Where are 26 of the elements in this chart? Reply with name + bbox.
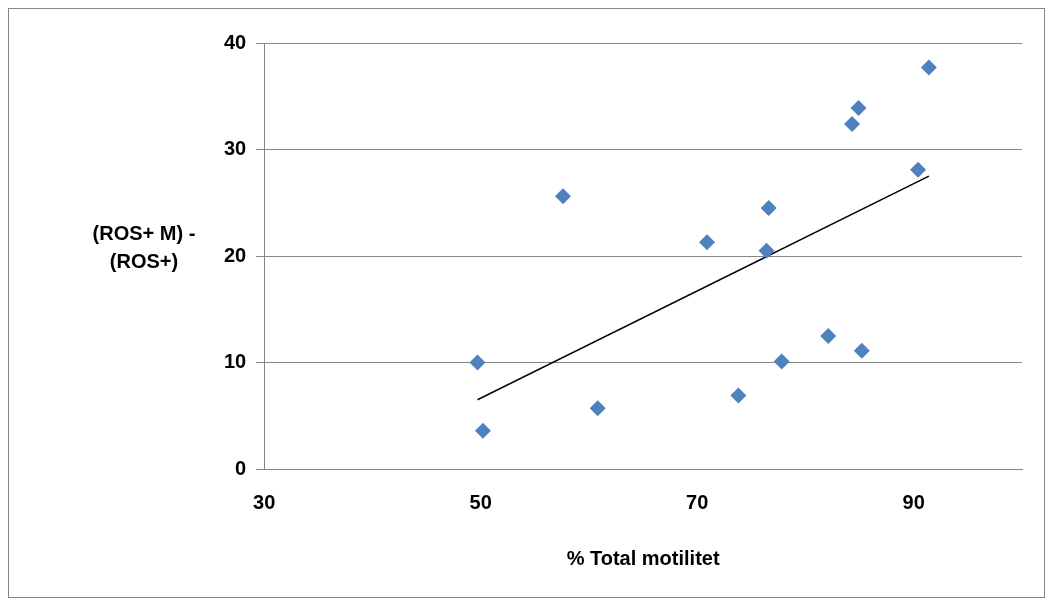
x-tick-label: 90 xyxy=(902,490,925,513)
point xyxy=(589,400,606,417)
point xyxy=(853,342,870,359)
y-tick-label: 0 xyxy=(235,456,247,479)
x-axis-title: % Total motilitet xyxy=(566,546,720,569)
point xyxy=(850,99,867,116)
y-tick-label: 40 xyxy=(224,30,247,53)
point xyxy=(758,242,775,259)
x-tick-label: 50 xyxy=(469,490,492,513)
point xyxy=(555,188,572,205)
point xyxy=(820,327,837,344)
point xyxy=(920,59,937,76)
point xyxy=(730,387,747,404)
point xyxy=(698,234,715,251)
y-tick-label: 10 xyxy=(224,350,247,373)
point xyxy=(474,422,491,439)
y-tick-label: 20 xyxy=(224,243,247,266)
point xyxy=(760,200,777,217)
point xyxy=(910,161,927,178)
point xyxy=(773,353,790,370)
x-tick-label: 70 xyxy=(686,490,709,513)
point xyxy=(844,115,861,132)
point xyxy=(469,354,486,371)
x-tick-label: 30 xyxy=(253,490,276,513)
y-axis-title: (ROS+ M) - (ROS+) xyxy=(91,221,197,274)
y-tick-label: 30 xyxy=(224,137,247,160)
